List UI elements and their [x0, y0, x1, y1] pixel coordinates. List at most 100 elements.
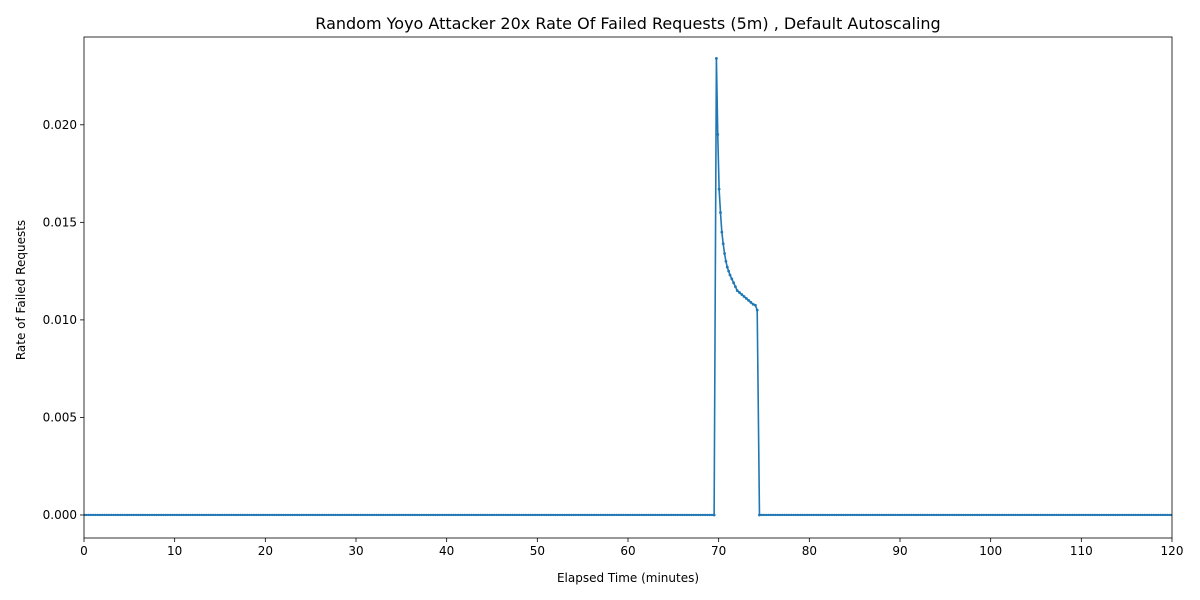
- data-point: [119, 513, 122, 517]
- data-point: [730, 277, 734, 281]
- data-point: [227, 513, 231, 517]
- data-point: [232, 513, 235, 517]
- data-point: [1075, 513, 1079, 517]
- data-point: [1096, 513, 1099, 517]
- data-point: [379, 513, 383, 517]
- data-point: [1009, 513, 1013, 517]
- data-point: [654, 513, 657, 517]
- data-point: [304, 513, 308, 517]
- data-point: [329, 513, 333, 517]
- axes: 0 10 20 30 40 50 60 70 80 90 100 110 120 0.000 0.005 0.…: [43, 36, 1183, 558]
- data-point: [366, 513, 369, 517]
- data-point: [207, 513, 210, 517]
- data-point: [1064, 513, 1067, 517]
- data-point: [740, 293, 744, 296]
- data-point: [429, 513, 432, 517]
- data-point: [989, 513, 992, 517]
- data-point: [112, 513, 115, 517]
- data-point: [758, 513, 761, 517]
- data-point: [944, 513, 947, 517]
- data-point: [801, 513, 804, 517]
- data-point: [411, 513, 414, 517]
- data-point: [89, 513, 93, 517]
- data-point: [867, 513, 870, 517]
- data-point: [1143, 513, 1147, 517]
- data-point: [164, 513, 167, 517]
- data-point: [776, 513, 779, 517]
- data-point: [100, 513, 104, 517]
- data-point: [728, 273, 732, 277]
- data-point: [261, 513, 265, 517]
- data-point: [1136, 513, 1140, 517]
- x-tick-label: 20: [258, 544, 273, 558]
- data-point: [252, 513, 256, 517]
- data-point: [189, 513, 192, 517]
- data-point: [406, 513, 410, 517]
- data-point: [486, 513, 489, 517]
- data-point: [334, 513, 337, 517]
- data-point: [293, 513, 296, 517]
- data-point: [678, 513, 682, 517]
- data-point: [676, 513, 680, 517]
- data-point: [239, 513, 242, 517]
- data-point: [465, 513, 469, 517]
- data-point: [146, 513, 149, 517]
- data-point: [1021, 513, 1024, 517]
- data-point: [1041, 513, 1045, 517]
- data-point: [495, 513, 498, 517]
- data-point: [604, 513, 607, 517]
- data-point: [948, 513, 952, 517]
- data-point: [725, 265, 729, 269]
- x-axis-label: Elapsed Time (minutes): [557, 571, 699, 585]
- data-point: [719, 211, 722, 214]
- data-point: [1161, 513, 1165, 517]
- data-point: [771, 513, 775, 517]
- data-point: [409, 513, 412, 517]
- data-point: [1046, 513, 1049, 517]
- data-point: [472, 513, 476, 517]
- data-point: [572, 513, 575, 517]
- data-point: [699, 513, 702, 517]
- x-tick-label: 90: [892, 544, 907, 558]
- data-point: [277, 513, 281, 517]
- data-point: [234, 513, 238, 517]
- data-point: [617, 513, 621, 517]
- data-point: [336, 513, 340, 517]
- data-point: [1098, 513, 1101, 517]
- data-point: [463, 513, 466, 517]
- data-point: [402, 513, 405, 517]
- data-point: [515, 513, 519, 517]
- data-point: [916, 513, 920, 517]
- data-point: [479, 513, 482, 517]
- data-point: [522, 513, 525, 517]
- data-point: [368, 513, 371, 517]
- data-point: [506, 513, 510, 517]
- data-point: [1071, 513, 1074, 517]
- data-point: [139, 513, 142, 517]
- data-point: [721, 242, 725, 246]
- data-point: [896, 513, 899, 517]
- data-point: [1032, 513, 1035, 517]
- data-point: [440, 513, 444, 517]
- data-point: [610, 513, 614, 517]
- data-point: [178, 513, 181, 517]
- data-point: [751, 302, 755, 306]
- data-point: [393, 513, 396, 517]
- data-point: [991, 513, 995, 517]
- data-point: [1052, 513, 1056, 517]
- x-tick-label: 0: [80, 544, 88, 558]
- data-point: [608, 513, 612, 517]
- data-point: [438, 513, 442, 517]
- data-point: [720, 230, 724, 234]
- data-point: [987, 513, 990, 517]
- data-point: [377, 513, 380, 517]
- data-point: [824, 513, 827, 517]
- data-point: [640, 513, 643, 517]
- data-point: [778, 513, 782, 517]
- data-point: [953, 513, 956, 517]
- data-point: [869, 513, 872, 517]
- data-point: [370, 513, 374, 517]
- data-point: [325, 513, 328, 517]
- plot-area: [84, 57, 1172, 517]
